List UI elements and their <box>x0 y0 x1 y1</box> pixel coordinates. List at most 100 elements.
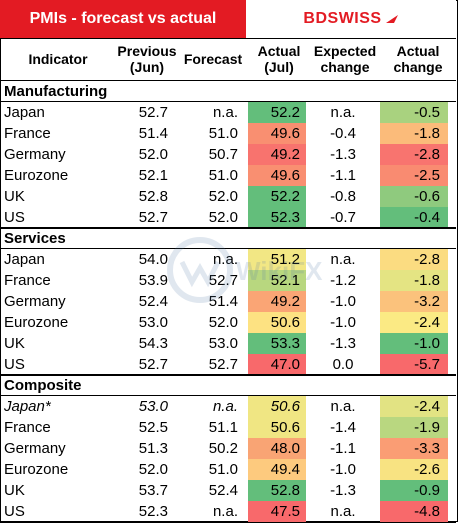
table-row: UK 54.3 53.0 53.3 -1.3 -1.0 <box>0 333 456 354</box>
cell-expected: -0.4 <box>330 125 356 142</box>
cell-previous: 52.4 <box>138 293 168 310</box>
cell-expected: n.a. <box>330 104 356 121</box>
cell-previous: 54.3 <box>138 335 168 352</box>
cell-actual: 52.2 <box>248 102 306 123</box>
cell-indicator: Japan <box>4 104 45 121</box>
cell-actual: 52.3 <box>248 207 306 228</box>
cell-change: -3.3 <box>380 438 448 459</box>
cell-previous: 52.8 <box>138 188 168 205</box>
cell-forecast: n.a. <box>212 503 238 520</box>
cell-expected: -1.3 <box>330 146 356 163</box>
cell-forecast: 51.0 <box>208 167 238 184</box>
col-actual-change: Actual change <box>393 43 443 75</box>
table-row: Japan* 53.0 n.a. 50.6 n.a. -2.4 <box>0 396 456 417</box>
cell-expected: -0.8 <box>330 188 356 205</box>
cell-previous: 53.7 <box>138 482 168 499</box>
cell-actual: 52.8 <box>248 480 306 501</box>
cell-change: -2.8 <box>380 249 448 270</box>
cell-expected: -1.1 <box>330 440 356 457</box>
cell-forecast: 52.0 <box>208 209 238 226</box>
cell-forecast: n.a. <box>212 398 238 415</box>
cell-indicator: Germany <box>4 440 66 457</box>
cell-previous: 52.7 <box>138 104 168 121</box>
cell-actual: 49.6 <box>248 165 306 186</box>
table-row: Japan 52.7 n.a. 52.2 n.a. -0.5 <box>0 102 456 123</box>
section-heading-divider <box>0 101 456 102</box>
cell-previous: 52.5 <box>138 419 168 436</box>
cell-expected: -0.7 <box>330 209 356 226</box>
table-row: Eurozone 52.0 51.0 49.4 -1.0 -2.6 <box>0 459 456 480</box>
cell-change: -0.4 <box>380 207 448 228</box>
cell-forecast: 51.1 <box>208 419 238 436</box>
cell-forecast: 51.0 <box>208 461 238 478</box>
table-row: US 52.7 52.7 47.0 0.0 -5.7 <box>0 354 456 375</box>
table-row: France 51.4 51.0 49.6 -0.4 -1.8 <box>0 123 456 144</box>
cell-indicator: France <box>4 125 51 142</box>
cell-change: -1.0 <box>380 333 448 354</box>
cell-change: -2.6 <box>380 459 448 480</box>
cell-indicator: Eurozone <box>4 314 69 331</box>
table-row: UK 52.8 52.0 52.2 -0.8 -0.6 <box>0 186 456 207</box>
cell-change: -1.8 <box>380 270 448 291</box>
cell-actual: 51.2 <box>248 249 306 270</box>
cell-previous: 52.7 <box>138 356 168 373</box>
cell-actual: 48.0 <box>248 438 306 459</box>
cell-indicator: US <box>4 356 25 373</box>
cell-indicator: UK <box>4 335 25 352</box>
table-row: US 52.3 n.a. 47.5 n.a. -4.8 <box>0 501 456 522</box>
cell-actual: 49.2 <box>248 144 306 165</box>
cell-previous: 52.3 <box>138 503 168 520</box>
section-heading: Services <box>4 230 66 247</box>
cell-expected: -1.3 <box>330 482 356 499</box>
cell-change: -3.2 <box>380 291 448 312</box>
cell-indicator: France <box>4 419 51 436</box>
cell-previous: 52.0 <box>138 461 168 478</box>
table-row: France 52.5 51.1 50.6 -1.4 -1.9 <box>0 417 456 438</box>
cell-forecast: 52.7 <box>208 272 238 289</box>
cell-actual: 49.6 <box>248 123 306 144</box>
cell-previous: 52.0 <box>138 146 168 163</box>
cell-expected: 0.0 <box>332 356 354 373</box>
cell-expected: -1.2 <box>330 272 356 289</box>
table-row: Germany 51.3 50.2 48.0 -1.1 -3.3 <box>0 438 456 459</box>
cell-indicator: France <box>4 272 51 289</box>
cell-indicator: UK <box>4 188 25 205</box>
col-expected-change: Expected change <box>313 43 377 75</box>
cell-expected: n.a. <box>330 251 356 268</box>
cell-previous: 53.0 <box>138 398 168 415</box>
cell-forecast: 51.4 <box>208 293 238 310</box>
cell-indicator: Eurozone <box>4 461 69 478</box>
cell-change: -1.9 <box>380 417 448 438</box>
cell-change: -2.5 <box>380 165 448 186</box>
cell-indicator: Japan <box>4 251 45 268</box>
section-divider <box>0 374 456 376</box>
table-row: UK 53.7 52.4 52.8 -1.3 -0.9 <box>0 480 456 501</box>
cell-change: -1.8 <box>380 123 448 144</box>
header-divider <box>0 38 456 39</box>
table-row: Eurozone 52.1 51.0 49.6 -1.1 -2.5 <box>0 165 456 186</box>
cell-forecast: 53.0 <box>208 335 238 352</box>
cell-indicator: Japan* <box>4 398 51 415</box>
watermark-text: WikiFX <box>236 256 323 286</box>
table-row: US 52.7 52.0 52.3 -0.7 -0.4 <box>0 207 456 228</box>
cell-indicator: US <box>4 503 25 520</box>
cell-expected: -1.4 <box>330 419 356 436</box>
wikifx-logo-icon: WikiFX <box>167 237 323 303</box>
logo-swiss-text: SWISS <box>327 10 382 27</box>
section-heading: Manufacturing <box>4 83 108 100</box>
cell-change: -0.5 <box>380 102 448 123</box>
logo-flag-icon <box>385 15 398 23</box>
col-forecast: Forecast <box>183 51 243 67</box>
section-divider <box>0 80 456 81</box>
section-divider <box>0 227 456 229</box>
cell-previous: 52.7 <box>138 209 168 226</box>
table-row: Japan 54.0 n.a. 51.2 n.a. -2.8 <box>0 249 456 270</box>
cell-actual: 47.5 <box>248 501 306 522</box>
cell-change: -0.6 <box>380 186 448 207</box>
cell-forecast: 52.0 <box>208 314 238 331</box>
cell-forecast: 52.0 <box>208 188 238 205</box>
cell-change: -2.4 <box>380 396 448 417</box>
cell-actual: 53.3 <box>248 333 306 354</box>
cell-forecast: 50.7 <box>208 146 238 163</box>
cell-expected: -1.0 <box>330 461 356 478</box>
